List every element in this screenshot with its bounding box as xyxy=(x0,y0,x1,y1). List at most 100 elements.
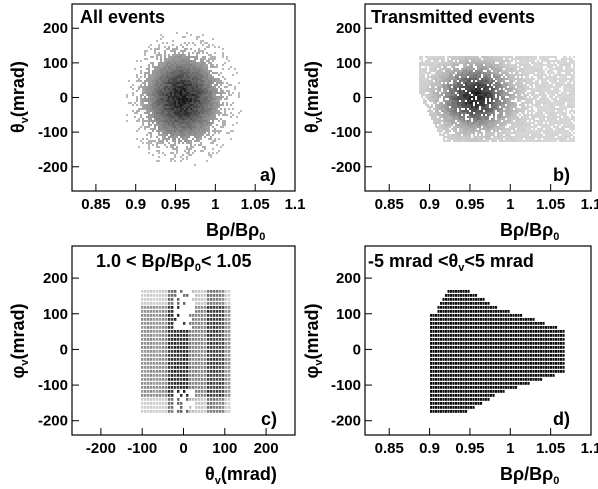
heatmap-cell xyxy=(429,66,431,68)
heatmap-cell xyxy=(437,120,439,122)
heatmap-cell xyxy=(421,80,423,82)
heatmap-cell xyxy=(487,96,489,98)
heatmap-cell xyxy=(515,72,517,74)
heatmap-cell xyxy=(503,98,505,100)
heatmap-cell xyxy=(156,58,158,60)
heatmap-cell xyxy=(220,104,222,106)
heatmap-cell xyxy=(465,126,467,128)
heatmap-cell xyxy=(166,100,168,102)
heatmap-cell xyxy=(471,60,473,62)
heatmap-cell xyxy=(571,80,573,82)
heatmap-cell xyxy=(433,76,435,78)
heatmap-cell xyxy=(433,82,435,84)
heatmap-cell xyxy=(214,72,216,74)
heatmap-cell xyxy=(192,64,194,66)
heatmap-cell xyxy=(141,330,144,333)
heatmap-cell xyxy=(206,108,208,110)
heatmap-cell xyxy=(561,120,563,122)
heatmap-cell xyxy=(202,44,204,46)
heatmap-cell xyxy=(457,124,459,126)
heatmap-cell xyxy=(186,146,188,148)
heatmap-cell xyxy=(573,90,575,92)
heatmap-cell xyxy=(553,80,555,82)
heatmap-cell xyxy=(148,152,150,154)
heatmap-cell xyxy=(180,386,183,389)
heatmap-cell xyxy=(569,84,571,86)
heatmap-cell xyxy=(535,136,537,138)
heatmap-cell xyxy=(206,86,208,88)
heatmap-cell xyxy=(537,128,539,130)
heatmap-cell xyxy=(170,88,172,90)
heatmap-cell xyxy=(184,132,186,134)
heatmap-cell xyxy=(170,64,172,66)
heatmap-cell xyxy=(557,132,559,134)
heatmap-cell xyxy=(525,96,527,98)
heatmap-cell xyxy=(152,120,154,122)
heatmap-cell xyxy=(168,406,171,409)
heatmap-cell xyxy=(497,58,499,60)
heatmap-cell xyxy=(503,72,505,74)
heatmap-cell xyxy=(469,118,471,120)
heatmap-cell xyxy=(571,134,573,136)
heatmap-cell xyxy=(519,68,521,70)
heatmap-cell xyxy=(172,44,174,46)
heatmap-cell xyxy=(218,82,220,84)
heatmap-cell xyxy=(443,112,445,114)
heatmap-cell xyxy=(168,126,170,128)
heatmap-cell xyxy=(172,130,174,132)
heatmap-cell xyxy=(535,58,537,60)
heatmap-cell xyxy=(206,82,208,84)
heatmap-cell xyxy=(204,58,206,60)
heatmap-cell xyxy=(162,394,165,397)
heatmap-cell xyxy=(184,84,186,86)
heatmap-cell xyxy=(529,124,531,126)
heatmap-cell xyxy=(523,108,525,110)
heatmap-cell xyxy=(557,102,559,104)
heatmap-cell xyxy=(519,124,521,126)
heatmap-cell xyxy=(553,90,555,92)
heatmap-cell xyxy=(174,342,177,345)
heatmap-cell xyxy=(433,84,435,86)
heatmap-cell xyxy=(517,86,519,88)
heatmap-cell xyxy=(144,298,147,301)
heatmap-cell xyxy=(509,138,511,140)
heatmap-cell xyxy=(159,398,162,401)
heatmap-cell xyxy=(465,66,467,68)
heatmap-cell xyxy=(517,56,519,58)
heatmap-cell xyxy=(206,94,208,96)
heatmap-cell xyxy=(517,138,519,140)
heatmap-cell xyxy=(177,350,180,353)
heatmap-cell xyxy=(164,100,166,102)
heatmap-cell xyxy=(194,130,196,132)
heatmap-cell xyxy=(541,56,543,58)
heatmap-cell xyxy=(501,90,503,92)
heatmap-cell xyxy=(150,370,153,373)
heatmap-cell xyxy=(471,68,473,70)
heatmap-cell xyxy=(141,346,144,349)
heatmap-cell xyxy=(160,76,162,78)
heatmap-cell xyxy=(453,76,455,78)
heatmap-cell xyxy=(499,108,501,110)
heatmap-cell xyxy=(561,114,563,116)
heatmap-cell xyxy=(202,62,204,64)
heatmap-cell xyxy=(533,116,535,118)
heatmap-cell xyxy=(511,118,513,120)
heatmap-cell xyxy=(194,136,196,138)
heatmap-cell xyxy=(174,374,177,377)
heatmap-cell xyxy=(190,128,192,130)
heatmap-cell xyxy=(147,326,150,329)
heatmap-cell xyxy=(473,134,475,136)
heatmap-cell xyxy=(200,100,202,102)
heatmap-cell xyxy=(463,114,465,116)
heatmap-cell xyxy=(208,112,210,114)
heatmap-cell xyxy=(162,132,164,134)
heatmap-cell xyxy=(136,90,138,92)
heatmap-cell xyxy=(533,66,535,68)
heatmap-cell xyxy=(192,86,194,88)
heatmap-cell xyxy=(216,66,218,68)
heatmap-cell xyxy=(172,140,174,142)
heatmap-cell xyxy=(471,58,473,60)
heatmap-cell xyxy=(487,118,489,120)
heatmap-cell xyxy=(481,66,483,68)
heatmap-cell xyxy=(555,66,557,68)
